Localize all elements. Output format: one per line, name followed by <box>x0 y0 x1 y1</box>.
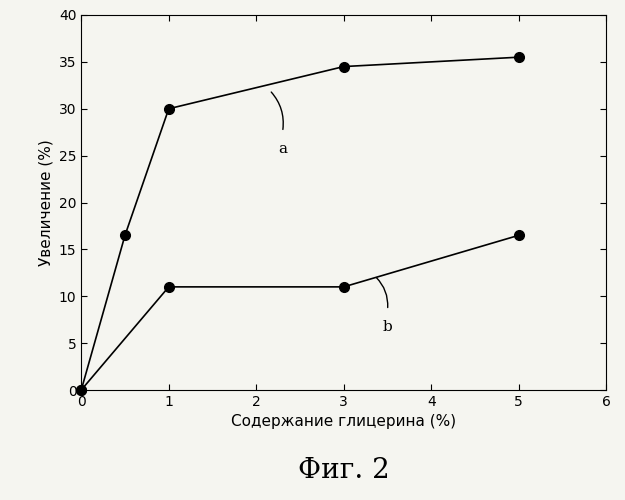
Text: Фиг. 2: Фиг. 2 <box>298 456 389 483</box>
Text: a: a <box>278 142 287 156</box>
Text: b: b <box>382 320 392 334</box>
X-axis label: Содержание глицерина (%): Содержание глицерина (%) <box>231 414 456 430</box>
Y-axis label: Увеличение (%): Увеличение (%) <box>38 139 53 266</box>
